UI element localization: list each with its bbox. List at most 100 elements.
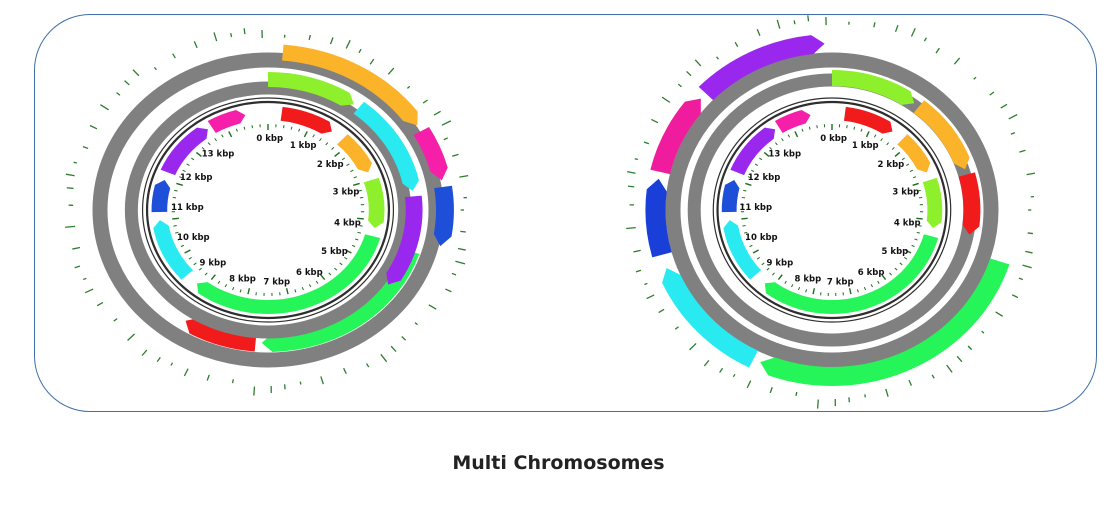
scale-tick-icon	[918, 225, 922, 227]
tick-mark-icon	[973, 76, 977, 80]
tick-mark-icon	[643, 141, 650, 145]
tick-mark-icon	[366, 363, 370, 368]
scale-tick-icon	[759, 157, 763, 161]
scale-tick-icon	[315, 280, 319, 284]
scale-tick-icon	[224, 284, 228, 288]
scale-tick-icon	[743, 189, 747, 192]
scale-tick-icon	[774, 142, 778, 146]
scale-tick-icon	[331, 146, 335, 150]
scale-tick-icon	[912, 182, 919, 186]
scale-tick-icon	[188, 256, 192, 260]
cross-feature-red-icon	[185, 317, 257, 352]
tick-mark-icon	[65, 225, 76, 228]
tick-mark-icon	[153, 66, 157, 71]
tick-mark-icon	[231, 379, 235, 384]
inner-feature-magenta-icon	[207, 110, 246, 134]
scale-tick-icon	[909, 169, 914, 172]
scale-tick-icon	[320, 274, 326, 281]
scale-tick-icon	[201, 146, 205, 150]
tick-mark-icon	[1022, 264, 1032, 269]
tick-mark-icon	[66, 187, 74, 190]
scale-tick-icon	[791, 284, 794, 288]
scale-tick-icon	[235, 128, 238, 132]
scale-tick-icon	[354, 238, 359, 241]
scale-label: 4 kbp	[894, 218, 921, 228]
scale-tick-icon	[175, 231, 179, 234]
scale-tick-icon	[174, 189, 178, 192]
tick-mark-icon	[633, 249, 641, 253]
tick-mark-icon	[253, 386, 256, 396]
tick-mark-icon	[380, 353, 388, 363]
tick-mark-icon	[89, 124, 98, 130]
tick-mark-icon	[329, 37, 334, 45]
tick-mark-icon	[445, 288, 452, 293]
scale-tick-icon	[351, 244, 356, 248]
scale-tick-icon	[193, 262, 197, 266]
tick-mark-icon	[113, 318, 118, 322]
outer-feature-pink-icon	[650, 98, 701, 175]
scale-tick-icon	[741, 217, 748, 220]
tick-mark-icon	[734, 41, 739, 47]
scale-tick-icon	[905, 249, 912, 254]
tick-mark-icon	[1000, 103, 1008, 109]
tick-mark-icon	[1019, 149, 1026, 153]
scale-label: 3 kbp	[333, 188, 360, 198]
scale-tick-icon	[886, 142, 890, 146]
tick-mark-icon	[83, 277, 87, 281]
scale-tick-icon	[195, 151, 202, 158]
inner-feature-lime-icon	[363, 177, 385, 229]
scale-tick-icon	[357, 217, 364, 220]
tick-mark-icon	[459, 174, 469, 178]
tick-mark-icon	[183, 368, 189, 377]
scale-tick-icon	[916, 231, 920, 234]
scale-tick-icon	[794, 131, 799, 138]
tick-mark-icon	[769, 387, 773, 394]
scale-tick-icon	[173, 225, 177, 227]
scale-tick-icon	[214, 138, 217, 142]
tick-mark-icon	[873, 22, 876, 28]
tick-mark-icon	[646, 294, 655, 300]
scale-tick-icon	[184, 249, 191, 254]
scale-tick-icon	[334, 151, 341, 158]
tick-mark-icon	[345, 39, 351, 49]
scale-tick-icon	[894, 267, 898, 271]
scale-tick-icon	[345, 249, 352, 254]
backbone-ring-outer	[92, 52, 444, 368]
tick-mark-icon	[457, 247, 466, 251]
tick-mark-icon	[74, 265, 81, 269]
tick-mark-icon	[156, 357, 161, 362]
tick-mark-icon	[390, 345, 397, 353]
tick-mark-icon	[170, 362, 174, 366]
tick-mark-icon	[953, 57, 961, 65]
tick-mark-icon	[910, 27, 916, 37]
tick-mark-icon	[433, 110, 441, 116]
inner-feature-blue-icon	[721, 180, 740, 213]
tick-mark-icon	[894, 24, 899, 33]
inner-ring-line	[141, 97, 395, 323]
scale-tick-icon	[239, 289, 242, 293]
scale-tick-icon	[232, 286, 235, 291]
scale-label: 10 kbp	[177, 233, 210, 243]
tick-mark-icon	[72, 246, 81, 250]
scale-tick-icon	[350, 169, 354, 172]
scale-tick-icon	[207, 142, 211, 146]
scale-label: 2 kbp	[317, 160, 344, 170]
scale-label: 2 kbp	[878, 160, 905, 170]
tick-mark-icon	[995, 311, 1004, 317]
scale-tick-icon	[877, 280, 880, 284]
tick-mark-icon	[967, 345, 973, 351]
scale-tick-icon	[172, 217, 179, 220]
backbone-ring-middle	[124, 81, 412, 339]
scale-tick-icon	[303, 131, 308, 138]
outer-feature-green-icon	[760, 258, 1010, 386]
inner-ring-outer-line	[716, 100, 948, 320]
scale-label: 7 kbp	[263, 278, 290, 288]
tick-mark-icon	[908, 379, 913, 386]
tick-mark-icon	[428, 304, 437, 310]
scale-tick-icon	[754, 163, 758, 166]
tick-mark-icon	[732, 373, 736, 378]
scale-tick-icon	[182, 169, 186, 172]
scale-ticks	[171, 124, 365, 296]
scale-tick-icon	[899, 262, 903, 266]
middle-feature-orange-icon	[913, 100, 970, 170]
